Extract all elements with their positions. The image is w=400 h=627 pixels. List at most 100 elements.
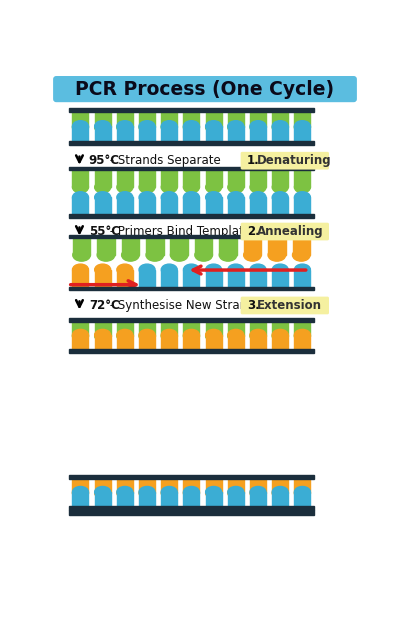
Bar — [69, 234, 240, 238]
Ellipse shape — [294, 488, 310, 498]
Text: 55°C: 55°C — [89, 225, 120, 238]
Ellipse shape — [272, 330, 288, 342]
Bar — [272, 270, 288, 287]
Bar — [228, 322, 244, 336]
Bar — [95, 492, 111, 507]
Ellipse shape — [95, 122, 111, 133]
Bar — [206, 492, 222, 507]
Bar — [170, 238, 188, 255]
Bar — [272, 198, 288, 214]
Bar — [72, 492, 88, 507]
Bar — [139, 198, 155, 214]
Ellipse shape — [294, 120, 310, 132]
Bar — [250, 479, 266, 493]
Ellipse shape — [72, 264, 88, 275]
Ellipse shape — [206, 488, 222, 498]
Bar — [268, 238, 286, 255]
Bar — [122, 238, 139, 255]
Ellipse shape — [294, 192, 310, 203]
Bar — [136, 287, 314, 290]
Ellipse shape — [95, 264, 111, 275]
Bar — [117, 198, 133, 214]
Bar — [206, 198, 222, 214]
Ellipse shape — [117, 488, 133, 498]
Text: Annealing: Annealing — [257, 225, 324, 238]
Ellipse shape — [206, 192, 222, 203]
Bar — [117, 322, 133, 336]
Bar — [117, 479, 133, 493]
Bar — [139, 479, 155, 493]
Ellipse shape — [117, 264, 133, 275]
Bar — [69, 108, 314, 112]
Text: - Primers Bind Template: - Primers Bind Template — [106, 225, 251, 238]
Bar — [95, 479, 111, 493]
Ellipse shape — [250, 488, 266, 498]
Bar — [69, 193, 314, 214]
Ellipse shape — [294, 330, 310, 342]
Text: - Synthesise New Strand: - Synthesise New Strand — [106, 299, 254, 312]
Ellipse shape — [184, 120, 200, 132]
Ellipse shape — [146, 249, 164, 261]
Ellipse shape — [72, 182, 88, 193]
Bar — [95, 270, 111, 287]
Bar — [184, 126, 200, 141]
Bar — [139, 270, 155, 287]
FancyBboxPatch shape — [241, 297, 329, 314]
Text: Extension: Extension — [257, 299, 322, 312]
Ellipse shape — [272, 487, 288, 498]
Bar — [72, 479, 88, 493]
Bar — [95, 112, 111, 127]
Ellipse shape — [139, 487, 155, 498]
Ellipse shape — [161, 122, 177, 133]
Text: 72°C: 72°C — [89, 299, 120, 312]
Bar — [294, 198, 310, 214]
Bar — [294, 322, 310, 336]
Bar — [184, 171, 200, 187]
Bar — [272, 112, 288, 127]
Bar — [95, 198, 111, 214]
Text: 1.: 1. — [247, 154, 260, 167]
Bar — [69, 510, 314, 515]
Bar — [228, 492, 244, 507]
Bar — [184, 112, 200, 127]
Bar — [184, 270, 200, 287]
Ellipse shape — [228, 122, 244, 133]
Ellipse shape — [294, 264, 310, 275]
Ellipse shape — [250, 182, 266, 193]
Ellipse shape — [184, 182, 200, 193]
Ellipse shape — [206, 122, 222, 133]
Text: Denaturing: Denaturing — [257, 154, 332, 167]
Ellipse shape — [228, 487, 244, 498]
Bar — [117, 126, 133, 141]
Bar — [69, 479, 314, 507]
Ellipse shape — [117, 192, 133, 203]
Ellipse shape — [184, 487, 200, 498]
Bar — [72, 126, 88, 141]
Bar — [139, 171, 155, 187]
Bar — [161, 171, 177, 187]
Bar — [184, 335, 200, 349]
Ellipse shape — [117, 330, 133, 342]
Bar — [72, 270, 88, 287]
Ellipse shape — [292, 249, 310, 261]
Ellipse shape — [250, 122, 266, 133]
Ellipse shape — [95, 120, 111, 132]
Bar — [72, 171, 88, 187]
Bar — [69, 349, 314, 353]
Bar — [117, 171, 133, 187]
Bar — [294, 492, 310, 507]
Ellipse shape — [139, 488, 155, 498]
Bar — [184, 492, 200, 507]
Ellipse shape — [228, 330, 244, 342]
Ellipse shape — [268, 249, 286, 261]
Bar — [250, 335, 266, 349]
Bar — [272, 335, 288, 349]
Bar — [161, 335, 177, 349]
Bar — [219, 238, 237, 255]
Ellipse shape — [117, 120, 133, 132]
Ellipse shape — [250, 120, 266, 132]
Bar — [117, 492, 133, 507]
Bar — [228, 112, 244, 127]
Ellipse shape — [228, 120, 244, 132]
Ellipse shape — [117, 329, 133, 340]
